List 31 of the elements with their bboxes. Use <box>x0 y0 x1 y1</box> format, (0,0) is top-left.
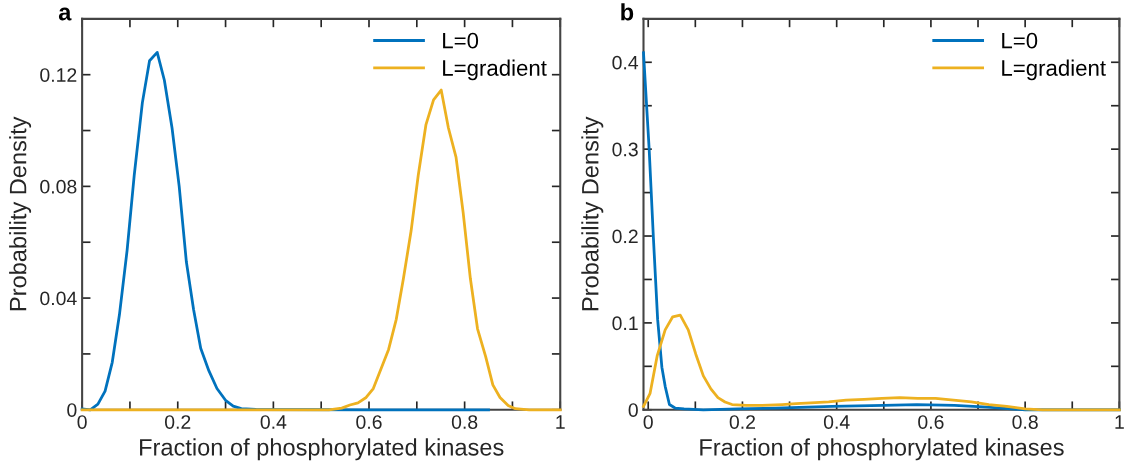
y-tick-label: 0.12 <box>40 68 77 82</box>
x-tick-label: 0.6 <box>356 415 382 429</box>
y-tick-label: 0 <box>628 403 638 418</box>
x-tick-label: 0.8 <box>451 415 478 429</box>
x-tick-label: 0 <box>643 415 653 429</box>
x-tick-label: 0.8 <box>1012 415 1038 429</box>
x-tick-label: 1 <box>1115 415 1124 429</box>
chart-title: b <box>621 3 634 21</box>
x-tick-label: 1 <box>556 415 565 429</box>
x-axis-title: Fraction of phosphorylated kinases <box>700 438 1064 461</box>
y-axis-title: Probability Density <box>9 116 32 311</box>
y-tick-label: 0.4 <box>612 55 639 70</box>
x-tick-label: 0.6 <box>918 415 944 429</box>
x-axis-title: Fraction of phosphorylated kinases <box>140 438 504 461</box>
chart-title: a <box>58 7 72 21</box>
y-tick-label: 0 <box>67 403 77 418</box>
x-tick-label: 0 <box>77 415 87 429</box>
legend-label: L=gradient <box>443 59 547 81</box>
x-tick-label: 0.4 <box>823 415 850 429</box>
legend-label: L=gradient <box>1002 59 1106 81</box>
x-tick-label: 0.4 <box>260 415 287 429</box>
x-tick-label: 0.2 <box>729 415 755 429</box>
y-tick-label: 0.3 <box>612 142 638 157</box>
y-tick-label: 0.08 <box>40 179 77 194</box>
x-tick-label: 0.2 <box>165 415 191 429</box>
y-tick-label: 0.04 <box>40 291 77 306</box>
legend-label: L=0 <box>1002 32 1038 49</box>
y-tick-label: 0.1 <box>612 316 638 331</box>
legend-label: L=0 <box>443 32 479 49</box>
y-axis-title: Probability Density <box>581 116 604 311</box>
y-tick-label: 0.2 <box>612 229 638 244</box>
